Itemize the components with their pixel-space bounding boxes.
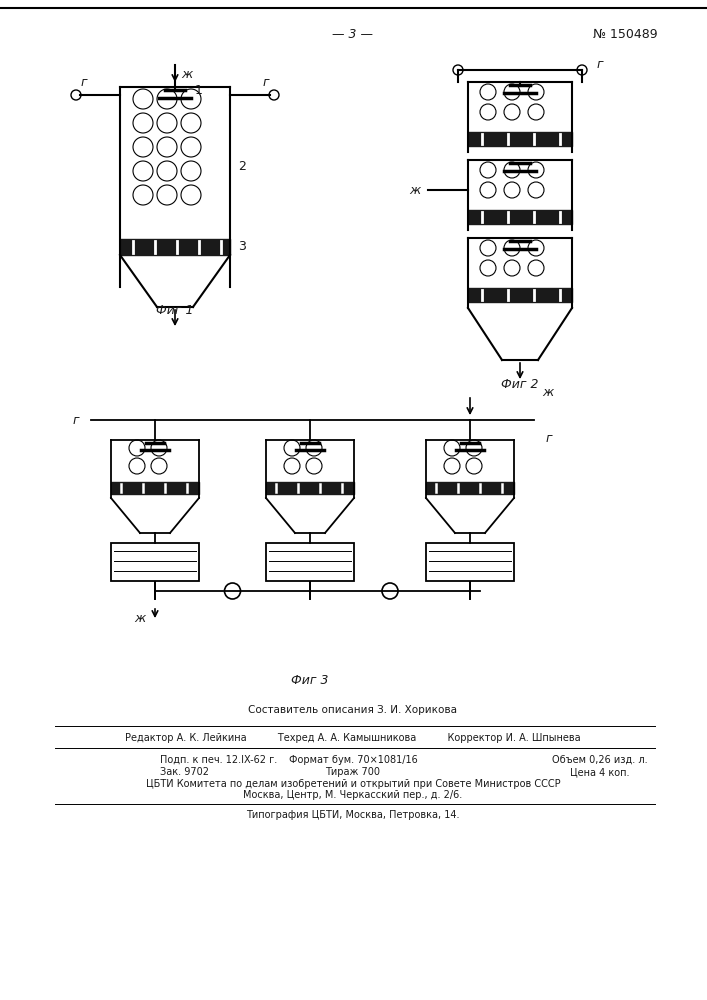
Text: г: г bbox=[263, 76, 269, 89]
Text: Подп. к печ. 12.IX-62 г.: Подп. к печ. 12.IX-62 г. bbox=[160, 755, 277, 765]
Bar bbox=[426, 543, 514, 581]
Text: Цена 4 коп.: Цена 4 коп. bbox=[571, 767, 630, 777]
Text: ж: ж bbox=[409, 184, 420, 196]
Text: Тираж 700: Тираж 700 bbox=[325, 767, 380, 777]
Text: Редактор А. К. Лейкина          Техред А. А. Камышникова          Корректор И. А: Редактор А. К. Лейкина Техред А. А. Камы… bbox=[125, 733, 581, 743]
Text: Объем 0,26 изд. л.: Объем 0,26 изд. л. bbox=[552, 755, 648, 765]
Text: Формат бум. 70×1081/16: Формат бум. 70×1081/16 bbox=[288, 755, 417, 765]
Text: г: г bbox=[72, 414, 79, 426]
Text: ж: ж bbox=[134, 612, 146, 626]
Text: ж: ж bbox=[542, 386, 554, 399]
Text: ЦБТИ Комитета по делам изобретений и открытий при Совете Министров СССР: ЦБТИ Комитета по делам изобретений и отк… bbox=[146, 779, 561, 789]
Text: Москва, Центр, М. Черкасский пер., д. 2/6.: Москва, Центр, М. Черкасский пер., д. 2/… bbox=[243, 790, 462, 800]
Text: 2: 2 bbox=[238, 160, 246, 174]
Text: Типография ЦБТИ, Москва, Петровка, 14.: Типография ЦБТИ, Москва, Петровка, 14. bbox=[246, 810, 460, 820]
Text: г: г bbox=[597, 58, 604, 72]
Text: Зак. 9702: Зак. 9702 bbox=[160, 767, 209, 777]
Text: г: г bbox=[81, 76, 87, 89]
Text: Фиг 2: Фиг 2 bbox=[501, 378, 539, 391]
Text: ж: ж bbox=[181, 68, 192, 82]
Text: Фиг 3: Фиг 3 bbox=[291, 674, 329, 686]
Text: — 3 —: — 3 — bbox=[332, 28, 373, 41]
Text: Составитель описания З. И. Хорикова: Составитель описания З. И. Хорикова bbox=[248, 705, 457, 715]
Bar bbox=[111, 543, 199, 581]
Text: 3: 3 bbox=[238, 240, 246, 253]
Text: г: г bbox=[546, 432, 553, 444]
Bar bbox=[266, 543, 354, 581]
Text: Фиг 1: Фиг 1 bbox=[156, 304, 194, 316]
Text: 1: 1 bbox=[195, 84, 203, 97]
Text: № 150489: № 150489 bbox=[592, 28, 658, 41]
